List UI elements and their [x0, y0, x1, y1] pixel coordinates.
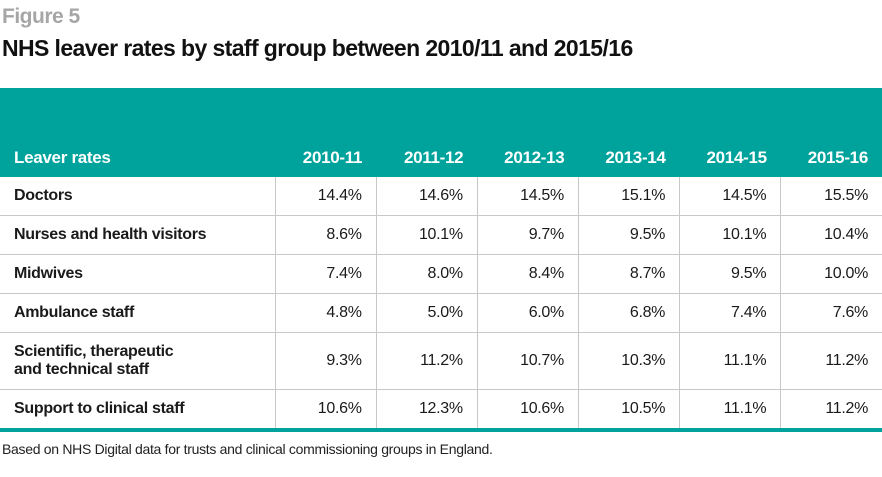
footnote: Based on NHS Digital data for trusts and…	[2, 441, 493, 457]
header-year: 2014-15	[679, 88, 781, 177]
row-label: Scientific, therapeutic and technical st…	[0, 332, 275, 390]
rate-cell: 11.2%	[780, 389, 882, 432]
header-year: 2012-13	[477, 88, 579, 177]
rate-cell: 7.4%	[274, 254, 377, 294]
rate-cell: 6.0%	[476, 293, 579, 333]
header-row: Leaver rates 2010-11 2011-12 2012-13 2013-14…	[0, 88, 882, 177]
rate-cell: 15.1%	[577, 177, 680, 216]
rate-cell: 14.6%	[375, 177, 478, 216]
rate-cell: 10.7%	[476, 332, 579, 390]
rate-cell: 9.3%	[274, 332, 377, 390]
leaver-rates-table: Leaver rates 2010-11 2011-12 2012-13 2013-14…	[0, 88, 882, 432]
header-year: 2015-16	[780, 88, 882, 177]
rate-cell: 5.0%	[375, 293, 478, 333]
table-row: Ambulance staff 4.8% 5.0% 6.0% 6.8% 7.4% 7.6%	[0, 293, 882, 333]
rate-cell: 14.4%	[274, 177, 377, 216]
rate-cell: 11.1%	[679, 389, 781, 432]
rate-cell: 4.8%	[274, 293, 377, 333]
header-year: 2011-12	[376, 88, 478, 177]
figure-label: Figure 5	[2, 5, 80, 28]
rate-cell: 10.6%	[274, 389, 377, 432]
table-row: Scientific, therapeutic and technical st…	[0, 332, 882, 390]
rate-cell: 11.2%	[780, 332, 882, 390]
figure-title: NHS leaver rates by staff group between …	[2, 35, 633, 61]
rate-cell: 8.0%	[375, 254, 478, 294]
rate-cell: 9.5%	[679, 254, 781, 294]
rate-cell: 10.1%	[679, 215, 781, 255]
table-row: Midwives 7.4% 8.0% 8.4% 8.7% 9.5% 10.0%	[0, 254, 882, 294]
rate-cell: 6.8%	[577, 293, 680, 333]
rate-cell: 11.2%	[375, 332, 478, 390]
rate-cell: 9.5%	[577, 215, 680, 255]
rate-cell: 8.7%	[577, 254, 680, 294]
rate-cell: 8.6%	[274, 215, 377, 255]
rate-cell: 15.5%	[780, 177, 882, 216]
table-row: Doctors 14.4% 14.6% 14.5% 15.1% 14.5% 15.5%	[0, 177, 882, 216]
row-label-text: Scientific, therapeutic and technical st…	[14, 343, 174, 378]
row-label: Nurses and health visitors	[0, 215, 275, 255]
rate-cell: 10.3%	[577, 332, 680, 390]
header-year: 2010-11	[275, 88, 377, 177]
rate-cell: 14.5%	[679, 177, 781, 216]
rate-cell: 12.3%	[375, 389, 478, 432]
row-label: Doctors	[0, 177, 275, 216]
row-label: Ambulance staff	[0, 293, 275, 333]
rate-cell: 10.5%	[577, 389, 680, 432]
row-label: Midwives	[0, 254, 275, 294]
rate-cell: 7.6%	[780, 293, 882, 333]
header-label: Leaver rates	[0, 88, 275, 177]
rate-cell: 10.6%	[476, 389, 579, 432]
rate-cell: 7.4%	[679, 293, 781, 333]
table-row: Nurses and health visitors 8.6% 10.1% 9.7% 9…	[0, 215, 882, 255]
rate-cell: 14.5%	[476, 177, 579, 216]
header-year: 2013-14	[578, 88, 680, 177]
rate-cell: 9.7%	[476, 215, 579, 255]
rate-cell: 10.0%	[780, 254, 882, 294]
rate-cell: 8.4%	[476, 254, 579, 294]
rate-cell: 10.4%	[780, 215, 882, 255]
table-row: Support to clinical staff 10.6% 12.3% 10.6%…	[0, 389, 882, 432]
rate-cell: 11.1%	[679, 332, 781, 390]
rate-cell: 10.1%	[375, 215, 478, 255]
row-label: Support to clinical staff	[0, 389, 275, 432]
